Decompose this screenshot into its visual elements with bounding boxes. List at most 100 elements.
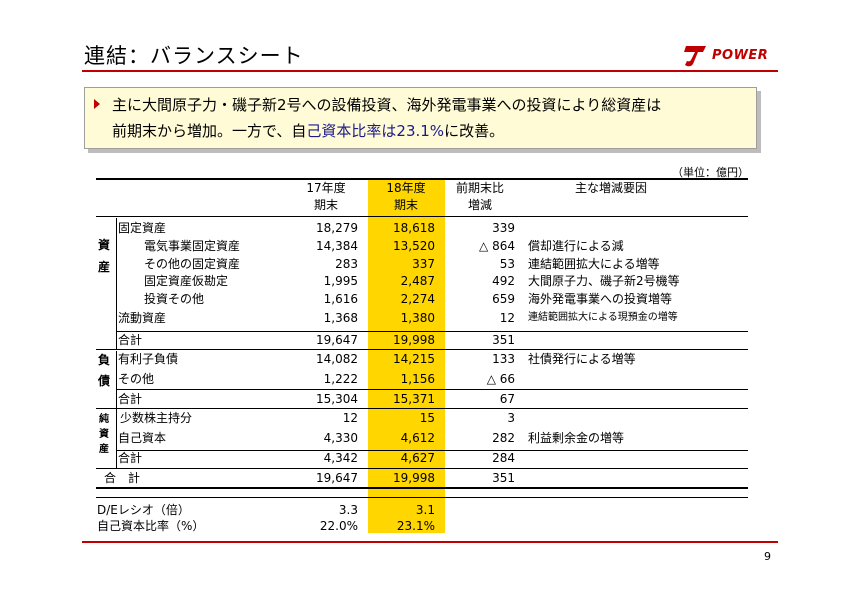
callout-line-2-prefix: 前期末から増加。一方で、自 [112, 122, 307, 140]
row-fy18-value: 1,380 [400, 311, 435, 325]
page-number: 9 [764, 550, 771, 563]
header-diff-line1: 前期末比 [455, 181, 504, 195]
section-label-equity-3: 産 [99, 444, 109, 455]
assets-inner-divider [116, 218, 117, 349]
equity-bottom-line [96, 468, 748, 469]
row-fy17-value: 283 [335, 257, 358, 271]
row-diff-value: 339 [492, 221, 515, 235]
header-reason: 主な増減要因 [574, 181, 647, 195]
ratio-equity-fy18: 23.1% [396, 519, 435, 533]
row-label: 電気事業固定資産 [144, 239, 241, 253]
row-diff-value: 12 [499, 311, 515, 325]
footer-divider [82, 541, 778, 543]
page-title: 連結：バランスシート [84, 44, 304, 68]
row-diff-value: 284 [492, 451, 515, 465]
header-diff-line2: 増減 [467, 198, 492, 212]
row-reason: 連結範囲拡大による現預金の増等 [528, 312, 678, 323]
row-diff-value: △ 864 [479, 239, 515, 253]
bullet-arrow-icon [94, 99, 100, 109]
row-label: 投資その他 [144, 292, 205, 306]
row-reason: 利益剰余金の増等 [528, 431, 625, 445]
ratio-de-fy18: 3.1 [415, 503, 435, 517]
row-fy17-value: 1,995 [323, 274, 358, 288]
row-fy17-value: 19,647 [316, 471, 358, 485]
jpower-logo-icon [684, 46, 706, 67]
section-label-assets-2: 産 [97, 260, 110, 274]
liab-subtotal-line [116, 389, 748, 390]
row-diff-value: 67 [499, 392, 515, 406]
row-label: 固定資産 [118, 221, 167, 235]
liab-bottom-line [96, 408, 748, 409]
row-fy17-value: 19,647 [316, 333, 358, 347]
ratio-equity-fy17: 22.0% [319, 519, 358, 533]
row-fy17-value: 4,330 [323, 431, 358, 445]
row-diff-value: 3 [507, 411, 515, 425]
row-fy18-value: 15,371 [393, 392, 435, 406]
row-label: その他の固定資産 [144, 257, 241, 271]
row-label: 流動資産 [118, 311, 167, 325]
row-fy18-value: 4,612 [400, 431, 435, 445]
row-diff-value: 282 [492, 431, 515, 445]
ratio-de-label: D/Eレシオ（倍） [97, 503, 190, 517]
row-diff-value: 492 [492, 274, 515, 288]
row-fy17-value: 12 [342, 411, 358, 425]
row-diff-value: 351 [492, 333, 515, 347]
row-label: 有利子負債 [118, 352, 179, 366]
row-fy18-value: 14,215 [393, 352, 435, 366]
row-reason: 大間原子力、磯子新2号機等 [528, 274, 680, 288]
liab-inner-divider [116, 351, 117, 408]
row-reason: 社債発行による増等 [528, 352, 636, 366]
row-fy18-value: 19,998 [393, 471, 435, 485]
callout-line-1: 主に大間原子力・磯子新2号への設備投資、海外発電事業への投資により総資産は [112, 96, 662, 114]
summary-callout: 主に大間原子力・磯子新2号への設備投資、海外発電事業への投資により総資産は 前期… [84, 87, 757, 149]
unit-label: （単位：億円） [672, 166, 749, 179]
row-label: その他 [118, 372, 155, 386]
row-diff-value: △ 66 [486, 372, 515, 386]
row-label: 合計 [118, 451, 143, 465]
row-fy18-value: 4,627 [400, 451, 435, 465]
callout-line-2-highlight: 己資本比率は23.1% [306, 122, 445, 140]
row-fy17-value: 14,384 [316, 239, 358, 253]
equity-inner-divider [116, 409, 117, 468]
row-fy18-value: 19,998 [393, 333, 435, 347]
equity-subtotal-line [116, 450, 748, 451]
row-fy17-value: 15,304 [316, 392, 358, 406]
row-label: 合計 [118, 333, 143, 347]
ratio-de-fy17: 3.3 [338, 503, 358, 517]
row-fy18-value: 15 [419, 411, 435, 425]
ratio-equity-label: 自己資本比率（%） [97, 519, 205, 533]
assets-bottom-line [96, 349, 748, 350]
ratio-top-line [96, 497, 748, 498]
row-fy18-value: 1,156 [400, 372, 435, 386]
logo-wordmark: POWER [712, 48, 769, 63]
header-fy18-line1: 18年度 [386, 181, 426, 195]
row-diff-value: 351 [492, 471, 515, 485]
row-label: 合計 [118, 392, 143, 406]
row-label: 少数株主持分 [120, 411, 193, 425]
row-fy17-value: 4,342 [323, 451, 358, 465]
header-bottom-border [96, 216, 748, 217]
row-label: 固定資産仮勘定 [144, 274, 229, 288]
row-fy17-value: 1,616 [323, 292, 358, 306]
row-diff-value: 659 [492, 292, 515, 306]
section-label-liab-2: 債 [97, 374, 110, 388]
row-fy17-value: 1,368 [323, 311, 358, 325]
header-fy17-line1: 17年度 [306, 181, 346, 195]
row-fy18-value: 13,520 [393, 239, 435, 253]
row-fy17-value: 1,222 [323, 372, 358, 386]
header-fy17-line2: 期末 [313, 198, 338, 212]
section-label-equity-1: 純 [99, 414, 109, 425]
row-diff-value: 53 [499, 257, 515, 271]
row-fy18-value: 337 [412, 257, 435, 271]
row-label: 合 計 [104, 471, 141, 485]
assets-subtotal-line [116, 331, 748, 332]
section-label-equity-2: 資 [99, 429, 109, 440]
row-fy17-value: 14,082 [316, 352, 358, 366]
table-top-border [96, 178, 748, 180]
row-reason: 償却進行による減 [528, 239, 624, 253]
total-bottom-line [96, 487, 748, 489]
callout-line-2: 前期末から増加。一方で、自己資本比率は23.1%に改善。 [112, 120, 504, 141]
header-fy18-line2: 期末 [393, 198, 418, 212]
row-fy17-value: 18,279 [316, 221, 358, 235]
row-label: 自己資本 [118, 431, 167, 445]
